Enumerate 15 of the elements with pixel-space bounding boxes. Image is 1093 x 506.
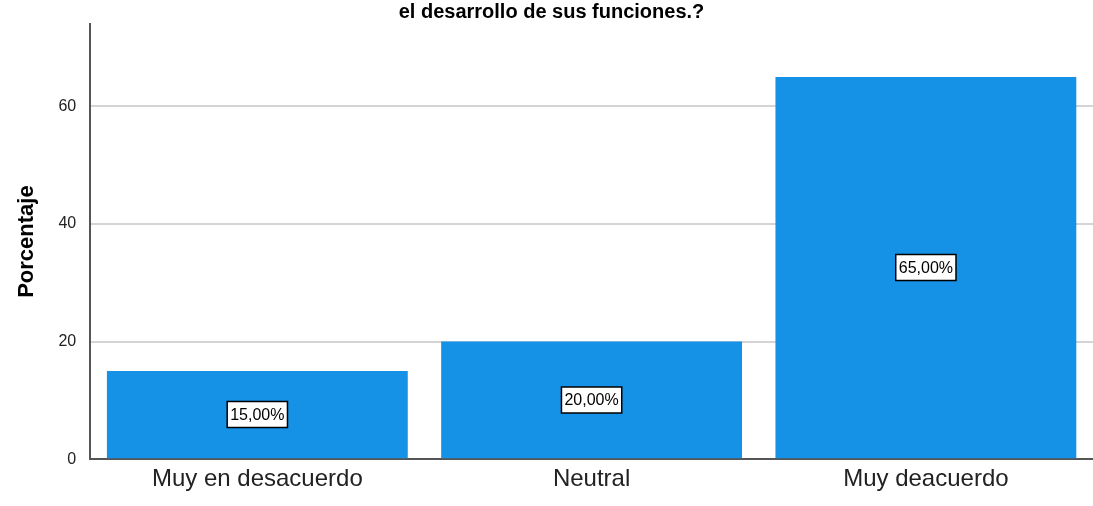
y-tick-label: 60 [58, 96, 77, 114]
x-tick-label: Muy en desacuerdo [151, 464, 363, 492]
data-label: 20,00% [564, 391, 619, 409]
y-tick-label: 0 [67, 449, 77, 467]
y-tick-label: 20 [58, 331, 77, 349]
bar [775, 76, 1077, 459]
bar [441, 341, 743, 459]
x-tick-label: Neutral [552, 464, 631, 492]
y-tick-label: 40 [58, 214, 77, 232]
x-tick-label: Muy deacuerdo [843, 464, 1009, 492]
bar [106, 370, 408, 459]
data-label: 15,00% [230, 406, 285, 423]
chart-title: el desarrollo de sus funciones.? [398, 0, 705, 22]
y-axis-title: Porcentaje [13, 185, 39, 298]
data-label: 65,00% [898, 258, 953, 276]
